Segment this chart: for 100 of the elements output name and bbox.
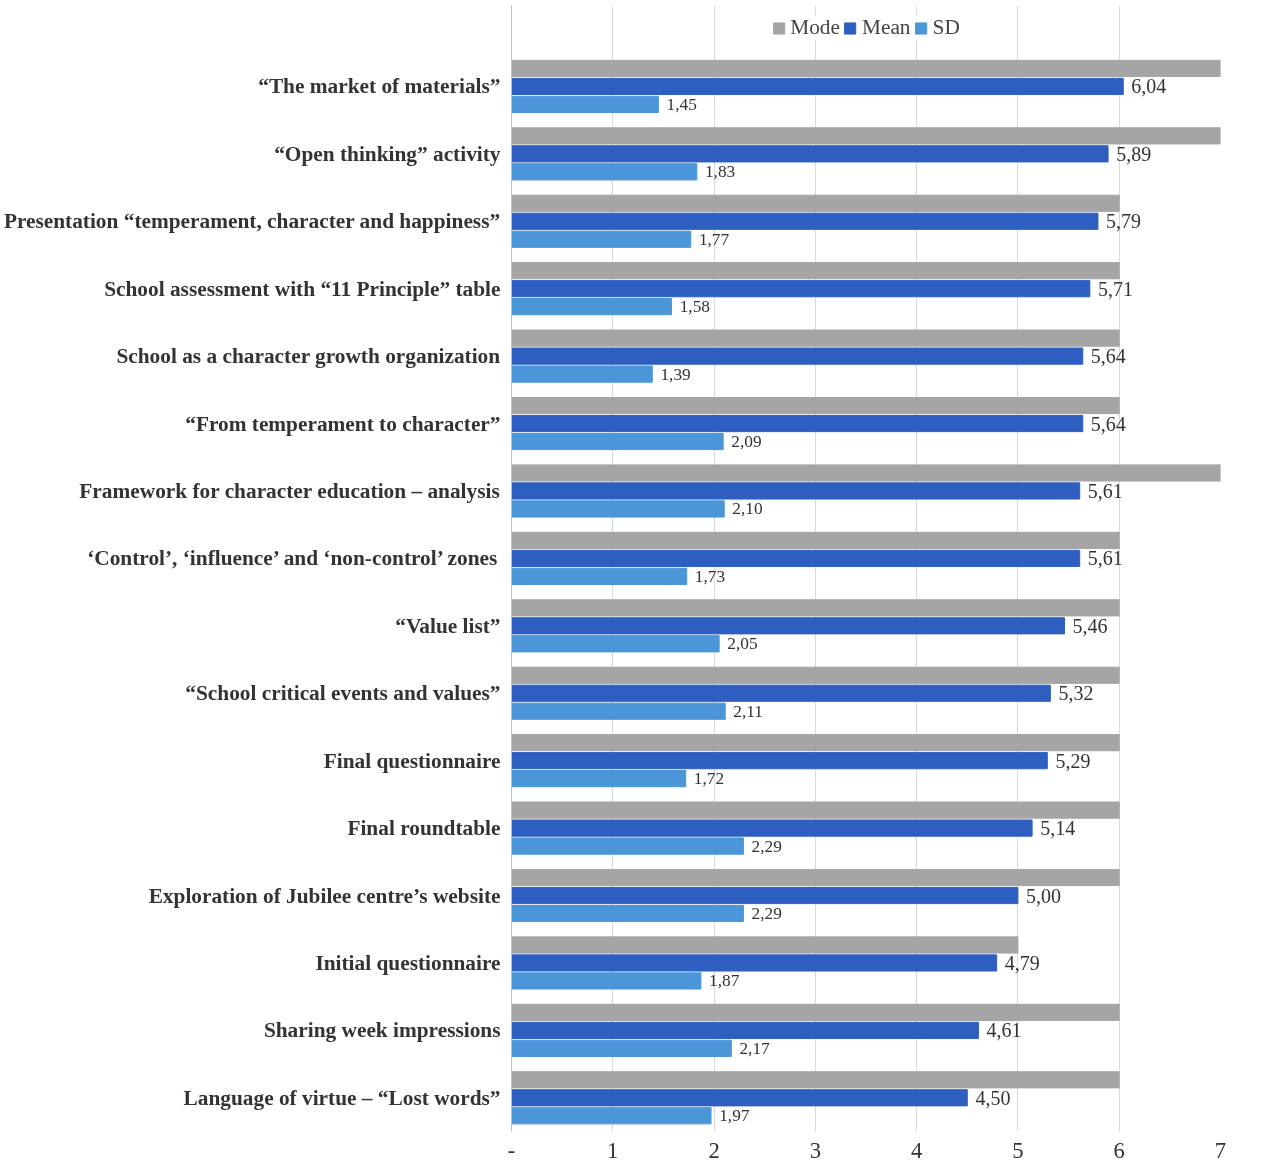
data-label: 2,10 bbox=[732, 499, 763, 519]
data-label: 5,71 bbox=[1097, 277, 1133, 300]
bar bbox=[511, 482, 1081, 500]
bar bbox=[511, 1089, 968, 1107]
data-label: 6,04 bbox=[1131, 75, 1167, 98]
y-tick-label: Exploration of Jubilee centre’s website bbox=[148, 883, 501, 908]
data-label: 5,61 bbox=[1087, 547, 1123, 570]
bar bbox=[511, 868, 1120, 887]
bar bbox=[511, 972, 702, 990]
data-label: 1,87 bbox=[709, 971, 740, 991]
bar bbox=[511, 734, 1120, 752]
data-label: 5,64 bbox=[1090, 345, 1126, 368]
data-label: 1,58 bbox=[679, 297, 710, 317]
bar bbox=[511, 1003, 1120, 1021]
y-tick-label: Final roundtable bbox=[347, 816, 501, 841]
bar bbox=[511, 145, 1109, 163]
bar bbox=[511, 329, 1120, 347]
bar bbox=[511, 531, 1120, 549]
bar bbox=[511, 702, 726, 720]
bar bbox=[511, 599, 1120, 617]
bar bbox=[511, 886, 1019, 905]
x-tick-label: 2 bbox=[708, 1137, 720, 1163]
bar bbox=[511, 954, 998, 972]
y-tick-label: Presentation “temperament, character and happiness” bbox=[3, 209, 501, 234]
y-tick-label: “Open thinking” activity bbox=[274, 141, 501, 166]
y-tick-label: “The market of materials” bbox=[258, 74, 501, 99]
bar bbox=[511, 396, 1120, 415]
data-label: 2,11 bbox=[733, 701, 763, 721]
bar bbox=[511, 770, 687, 788]
data-label: 1,39 bbox=[660, 364, 691, 384]
bar bbox=[511, 801, 1120, 819]
x-tick-label: 6 bbox=[1113, 1137, 1125, 1163]
data-label: 5,64 bbox=[1090, 412, 1126, 435]
data-label: 4,79 bbox=[1004, 951, 1040, 974]
y-tick-label: School assessment with “11 Principle” table bbox=[104, 276, 501, 301]
data-label: 1,83 bbox=[704, 162, 736, 182]
data-label: 1,73 bbox=[694, 566, 726, 586]
bar bbox=[511, 230, 692, 248]
bar bbox=[511, 414, 1084, 433]
x-tick-label: 1 bbox=[607, 1137, 619, 1163]
data-label: 4,50 bbox=[975, 1086, 1011, 1109]
y-tick-label: “From temperament to character” bbox=[185, 411, 501, 436]
bar bbox=[511, 365, 653, 383]
y-tick-label: Framework for character education – analysis bbox=[79, 478, 500, 503]
y-tick-label: Sharing week impressions bbox=[263, 1018, 501, 1043]
legend-label: Mean bbox=[861, 15, 911, 40]
data-label: 5,79 bbox=[1106, 210, 1142, 233]
y-tick-label: Final questionnaire bbox=[323, 748, 501, 773]
y-tick-label: ‘Control’, ‘influence’ and ‘non-control’ zones bbox=[87, 546, 498, 571]
legend-label: SD bbox=[932, 15, 960, 40]
y-tick-label: School as a character growth organization bbox=[116, 344, 501, 369]
bar bbox=[511, 837, 744, 855]
bar bbox=[511, 194, 1120, 212]
bar bbox=[511, 1071, 1120, 1089]
bar bbox=[511, 635, 720, 653]
bar bbox=[511, 819, 1033, 837]
bar bbox=[511, 212, 1099, 230]
bar bbox=[511, 666, 1120, 684]
data-label: 5,46 bbox=[1072, 614, 1108, 637]
bar bbox=[511, 904, 744, 923]
data-label: 5,32 bbox=[1058, 682, 1094, 705]
data-label: 1,45 bbox=[666, 94, 697, 114]
bar bbox=[511, 59, 1221, 78]
bar bbox=[511, 163, 698, 181]
bar bbox=[511, 127, 1221, 145]
bar bbox=[511, 1039, 732, 1057]
data-label: 1,72 bbox=[693, 769, 725, 789]
data-label: 1,77 bbox=[698, 229, 730, 249]
data-label: 2,05 bbox=[727, 634, 758, 654]
data-label: 4,61 bbox=[986, 1019, 1022, 1042]
data-label: 2,09 bbox=[731, 432, 762, 452]
bar bbox=[511, 95, 659, 113]
x-tick-label: 4 bbox=[910, 1137, 923, 1163]
data-label: 5,89 bbox=[1116, 142, 1152, 165]
x-tick-label: - bbox=[507, 1137, 516, 1163]
data-label: 2,17 bbox=[739, 1038, 771, 1058]
bar bbox=[511, 347, 1084, 365]
data-label: 5,61 bbox=[1087, 479, 1123, 502]
bar bbox=[511, 500, 725, 518]
bar bbox=[511, 1107, 712, 1125]
x-tick-label: 7 bbox=[1214, 1137, 1227, 1163]
bar bbox=[511, 617, 1066, 635]
bar bbox=[511, 280, 1091, 298]
bar bbox=[511, 567, 688, 585]
bar bbox=[511, 464, 1221, 482]
legend-label: Mode bbox=[790, 15, 840, 40]
x-tick-label: 3 bbox=[809, 1137, 822, 1163]
data-label: 5,14 bbox=[1040, 817, 1076, 840]
bar bbox=[511, 77, 1124, 95]
y-tick-label: “Value list” bbox=[395, 613, 501, 638]
bar bbox=[511, 262, 1120, 280]
bar bbox=[511, 298, 673, 316]
data-label: 5,29 bbox=[1055, 749, 1091, 772]
data-label: 5,00 bbox=[1026, 884, 1062, 907]
bar bbox=[511, 549, 1081, 567]
data-label: 2,29 bbox=[751, 836, 782, 856]
y-tick-label: Initial questionnaire bbox=[315, 950, 501, 975]
bar bbox=[511, 936, 1019, 954]
bar bbox=[511, 752, 1048, 770]
data-label: 1,97 bbox=[719, 1106, 750, 1126]
